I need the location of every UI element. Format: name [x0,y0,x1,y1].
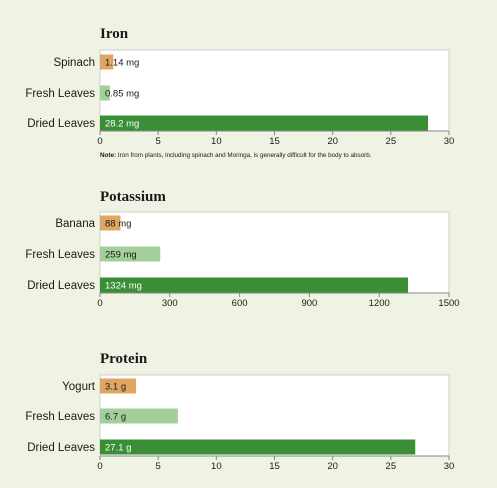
iron-bar [100,115,429,131]
potassium-data-label: 88 mg [105,219,131,230]
potassium-category-label: Dried Leaves [27,280,95,292]
protein-x-tick-label: 10 [211,461,222,472]
potassium-chart: Potassium Banana 88 mg Fresh Leaves 259 mg Dr… [25,189,459,309]
potassium-x-tick-label: 1200 [369,298,390,309]
protein-chart: Protein Yogurt 3.1 g Fresh Leaves 6.7 g Dried… [25,351,454,472]
iron-data-label: 0.85 mg [105,89,139,100]
iron-bar [100,54,114,70]
iron-category-label: Dried Leaves [27,118,95,130]
potassium-x-tick-label: 300 [162,298,178,309]
potassium-data-label: 259 mg [105,250,137,261]
protein-data-label: 6.7 g [105,412,126,423]
iron-data-label: 1.14 mg [105,58,139,69]
protein-bar [100,378,137,394]
iron-category-label: Fresh Leaves [25,88,95,100]
iron-x-tick-label: 0 [97,136,102,147]
iron-chart-title: Iron [100,26,129,42]
protein-x-tick-label: 0 [97,461,102,472]
potassium-bar [100,277,409,293]
potassium-x-tick-label: 600 [232,298,248,309]
iron-x-tick-label: 25 [386,136,397,147]
protein-category-label: Fresh Leaves [25,411,95,423]
iron-chart: Iron Spinach 1.14 mg Fresh Leaves 0.85 mg Dri… [25,26,454,159]
protein-data-label: 27.1 g [105,443,131,454]
iron-x-tick-label: 10 [211,136,222,147]
protein-data-label: 3.1 g [105,382,126,393]
potassium-x-tick-label: 1500 [438,298,459,309]
potassium-bar [100,215,121,231]
protein-x-tick-label: 5 [156,461,161,472]
protein-x-tick-label: 20 [327,461,338,472]
potassium-data-label: 1324 mg [105,281,142,292]
protein-x-tick-label: 15 [269,461,280,472]
iron-note: Note: Iron from plants, including spinac… [100,152,372,159]
potassium-x-tick-label: 900 [301,298,317,309]
protein-category-label: Dried Leaves [27,442,95,454]
protein-x-tick-label: 25 [386,461,397,472]
protein-x-tick-label: 30 [444,461,455,472]
iron-bar [100,85,110,101]
potassium-x-tick-label: 0 [97,298,102,309]
iron-x-tick-label: 20 [327,136,338,147]
iron-category-label: Spinach [53,57,95,69]
protein-bar [100,439,416,455]
protein-bar [100,408,178,424]
potassium-bar [100,246,161,262]
iron-x-tick-label: 30 [444,136,455,147]
potassium-category-label: Fresh Leaves [25,249,95,261]
iron-data-label: 28.2 mg [105,119,139,130]
iron-x-tick-label: 15 [269,136,280,147]
protein-category-label: Yogurt [62,381,96,393]
potassium-category-label: Banana [55,218,95,230]
iron-x-tick-label: 5 [156,136,161,147]
potassium-chart-title: Potassium [100,189,166,205]
protein-chart-title: Protein [100,351,148,367]
